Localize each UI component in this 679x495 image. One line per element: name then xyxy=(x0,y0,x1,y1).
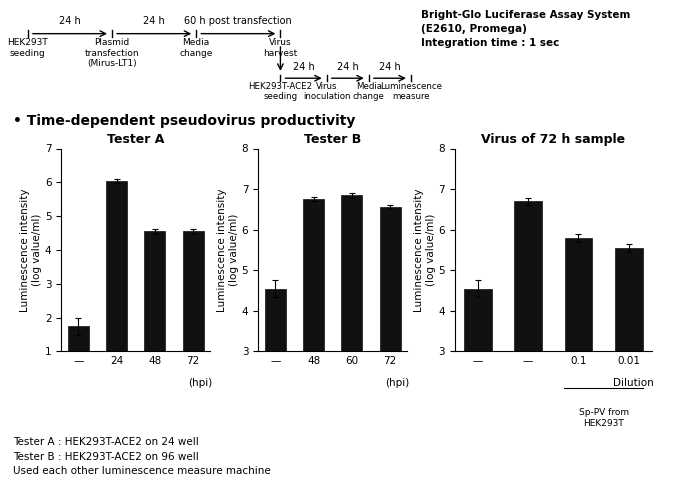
Text: Virus
inoculation: Virus inoculation xyxy=(303,82,350,101)
Bar xyxy=(265,289,286,473)
Bar xyxy=(565,238,592,473)
Text: Luminescence
measure: Luminescence measure xyxy=(380,82,442,101)
Title: Virus of 72 h sample: Virus of 72 h sample xyxy=(481,133,625,146)
Text: Plasmid
transfection
(Mirus-LT1): Plasmid transfection (Mirus-LT1) xyxy=(85,38,139,68)
Text: Tester A : HEK293T-ACE2 on 24 well
Tester B : HEK293T-ACE2 on 96 well
Used each : Tester A : HEK293T-ACE2 on 24 well Teste… xyxy=(14,437,271,476)
Bar xyxy=(615,248,642,473)
Bar xyxy=(342,195,363,473)
Text: 24 h: 24 h xyxy=(143,16,165,26)
Text: 24 h: 24 h xyxy=(379,62,401,72)
Bar xyxy=(68,326,89,385)
Text: Media
change: Media change xyxy=(353,82,385,101)
Bar xyxy=(106,181,127,385)
Text: Dilution: Dilution xyxy=(613,378,654,388)
Text: 60 h post transfection: 60 h post transfection xyxy=(185,16,292,26)
Bar xyxy=(380,207,401,473)
Text: Virus
harvest: Virus harvest xyxy=(263,38,297,57)
Text: 24 h: 24 h xyxy=(293,62,314,72)
Bar xyxy=(183,231,204,385)
Y-axis label: Luminescence intensity
(log value/ml): Luminescence intensity (log value/ml) xyxy=(20,188,42,312)
Text: HEK293T-ACE2
seeding: HEK293T-ACE2 seeding xyxy=(249,82,312,101)
Title: Tester A: Tester A xyxy=(107,133,164,146)
Text: (hpi): (hpi) xyxy=(385,378,409,388)
Bar xyxy=(514,201,542,473)
Bar xyxy=(464,289,492,473)
Bar xyxy=(303,199,324,473)
Text: Sp-PV from
HEK293T: Sp-PV from HEK293T xyxy=(579,408,629,428)
Text: Media
change: Media change xyxy=(179,38,213,57)
Text: (hpi): (hpi) xyxy=(188,378,213,388)
Title: Tester B: Tester B xyxy=(304,133,361,146)
Y-axis label: Luminescence intensity
(log value/ml): Luminescence intensity (log value/ml) xyxy=(217,188,239,312)
Text: 24 h: 24 h xyxy=(59,16,81,26)
Text: • Time-dependent pseudovirus productivity: • Time-dependent pseudovirus productivit… xyxy=(14,114,356,128)
Bar xyxy=(145,231,166,385)
Text: HEK293T
seeding: HEK293T seeding xyxy=(7,38,48,57)
Y-axis label: Luminescence intensity
(log value/ml): Luminescence intensity (log value/ml) xyxy=(414,188,436,312)
Text: 24 h: 24 h xyxy=(337,62,359,72)
Text: Bright-Glo Luciferase Assay System
(E2610, Promega)
Integration time : 1 sec: Bright-Glo Luciferase Assay System (E261… xyxy=(421,10,630,48)
